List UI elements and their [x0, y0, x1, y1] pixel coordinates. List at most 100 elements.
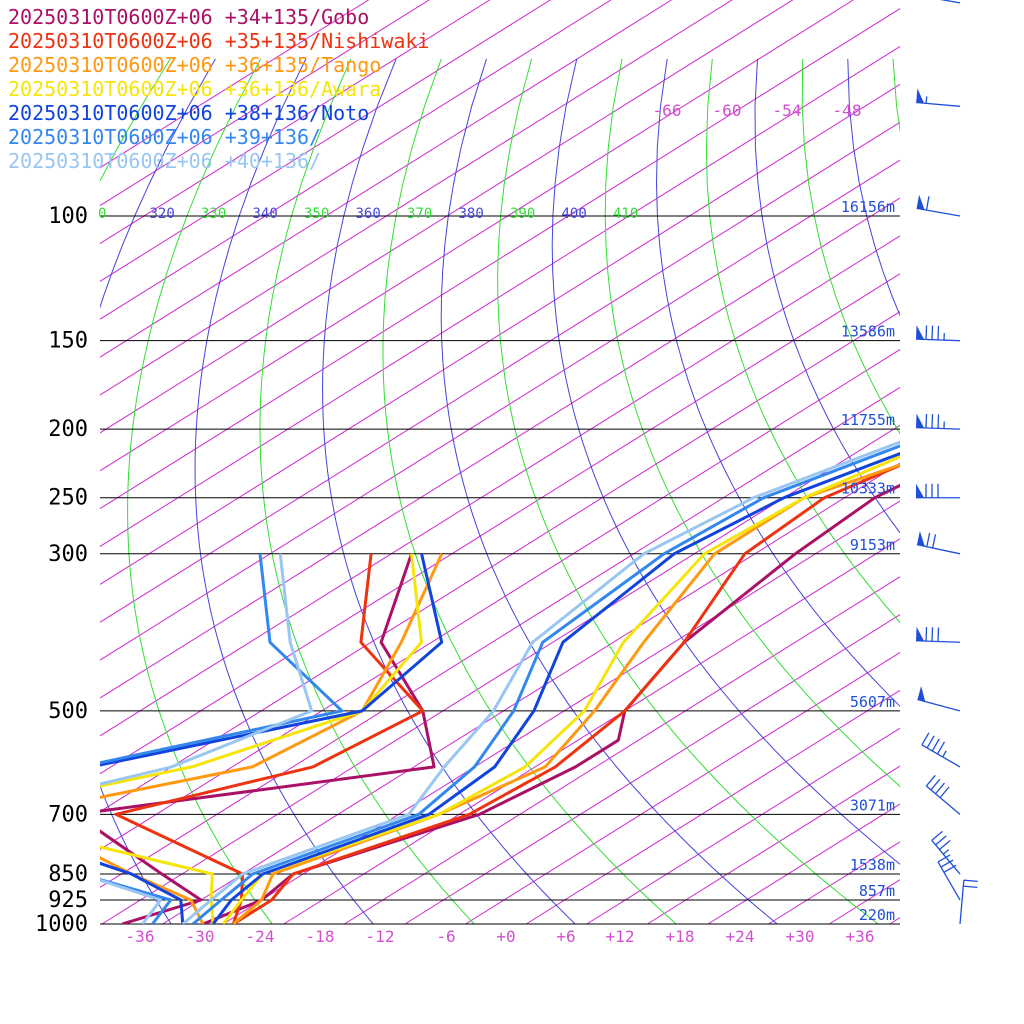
dewpoint-profile-0 [100, 553, 436, 924]
temperature-profile-0 [202, 483, 900, 924]
pressure-label: 850 [48, 862, 88, 887]
temperature-profile-5 [191, 444, 900, 924]
height-label: 220m [859, 906, 895, 924]
barb-feather [963, 879, 978, 883]
pressure-label: 200 [48, 417, 88, 442]
wind-barb [921, 732, 961, 768]
wind-barb [937, 854, 961, 901]
height-label: 857m [859, 882, 895, 900]
dry-adiabat-line [655, 58, 900, 707]
wind-barb [917, 685, 961, 712]
barb-feather [939, 840, 951, 851]
temperature-profile-2 [232, 463, 900, 924]
dry-adiabat-line [440, 58, 778, 924]
wind-barb [916, 194, 961, 217]
dry-adiabat-line [604, 58, 900, 788]
temperature-profile-3 [222, 455, 900, 924]
isotherm-line [768, 841, 900, 924]
height-label: 16156m [841, 198, 895, 216]
barb-shaft [937, 861, 961, 901]
barb-half-feather [925, 96, 928, 104]
height-label: 13586m [841, 323, 895, 341]
dry-adiabat-line [892, 58, 900, 134]
barb-flag [916, 626, 925, 642]
temperature-tick-label: -12 [366, 927, 395, 946]
theta-label: 320 [150, 206, 175, 222]
barb-flag [916, 413, 925, 428]
temperature-tick-label: +6 [556, 927, 575, 946]
dewpoint-profile-3 [100, 553, 423, 924]
temperature-profile-4 [211, 452, 900, 924]
dewpoint-profile-2 [100, 553, 444, 924]
barb-feather [936, 741, 946, 755]
barb-feather [930, 778, 941, 791]
upper-temperature-label: -54 [773, 101, 802, 120]
barb-shaft [921, 744, 961, 768]
theta-label: 0 [98, 206, 106, 222]
isotherm-line [283, 538, 900, 924]
isotherm-line [404, 614, 900, 924]
dry-adiabat-line [194, 58, 374, 924]
barb-feather [921, 732, 930, 746]
pressure-label: 300 [48, 542, 88, 567]
isotherm-line [465, 651, 900, 924]
wind-barb [925, 774, 961, 815]
barb-feather [963, 885, 978, 889]
isotherm-line [100, 0, 430, 207]
legend-entry: 20250310T0600Z+06 +38+136/Noto [8, 101, 369, 125]
barb-feather [931, 830, 943, 841]
height-label: 10333m [841, 480, 895, 498]
isotherm-line [344, 576, 900, 924]
barb-feather [939, 786, 950, 799]
height-label: 3071m [850, 796, 895, 814]
theta-label: 390 [510, 206, 535, 222]
legend-entry: 20250310T0600Z+06 +36+135/Tango [8, 53, 381, 77]
height-label: 11755m [841, 411, 895, 429]
upper-temperature-label: -60 [713, 101, 742, 120]
legend-entry: 20250310T0600Z+06 +35+135/Nishiwaki [8, 29, 429, 53]
wind-barb [959, 879, 978, 925]
temperature-tick-label: -18 [306, 927, 335, 946]
wind-barbs [916, 0, 978, 925]
pressure-label: 500 [48, 699, 88, 724]
barb-half-feather [942, 750, 947, 758]
dry-adiabat-line [497, 58, 879, 924]
barb-flag [916, 88, 925, 104]
isotherm-line [586, 727, 900, 924]
isotherm-line [100, 0, 733, 396]
barb-flag [916, 530, 925, 547]
temperature-tick-label: +24 [726, 927, 755, 946]
barb-feather [925, 196, 930, 211]
upper-temperature-label: -48 [833, 101, 862, 120]
theta-label: 400 [562, 206, 587, 222]
barb-shaft [939, 0, 961, 4]
temperature-tick-label: +0 [496, 927, 515, 946]
wind-barb [916, 530, 961, 555]
barb-feather [940, 859, 954, 868]
isobars [100, 215, 900, 925]
barb-feather [943, 864, 957, 873]
dry-adiabat-line [322, 58, 576, 924]
isotherm-line [100, 0, 612, 320]
barb-shaft [916, 207, 961, 217]
theta-label: 360 [356, 206, 381, 222]
barb-feather [925, 774, 936, 787]
isotherm-line [222, 500, 900, 924]
pressure-label: 150 [48, 329, 88, 354]
barb-feather [926, 735, 935, 749]
isotherm-line [162, 462, 900, 924]
isotherm-line [525, 689, 900, 924]
profiles [100, 440, 900, 924]
barb-feather [931, 738, 940, 752]
pressure-label: 250 [48, 486, 88, 511]
temperature-profile-1 [232, 463, 900, 924]
pressure-label: 700 [48, 802, 88, 827]
temperature-tick-label: +18 [666, 927, 695, 946]
barb-shaft [916, 640, 961, 643]
wind-barb [916, 413, 961, 430]
barb-shaft [959, 880, 965, 925]
wind-barb [939, 0, 961, 4]
temperature-tick-label: -24 [246, 927, 275, 946]
dewpoint-profile-1 [114, 553, 425, 924]
